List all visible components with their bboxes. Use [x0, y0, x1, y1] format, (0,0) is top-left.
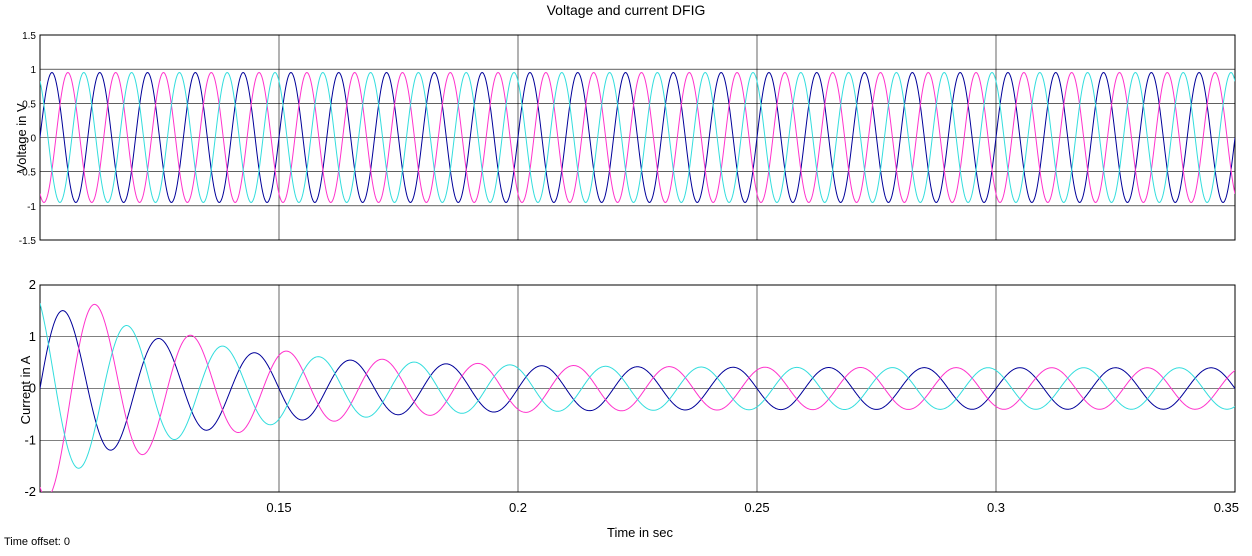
time-offset-readout: Time offset: 0 — [4, 536, 70, 548]
voltage-y-tick-label: 1 — [30, 65, 36, 76]
current-y-tick-label: 1 — [29, 329, 36, 344]
current-y-tick-label: 0 — [29, 381, 36, 396]
current-series-line-3 — [40, 303, 1235, 469]
voltage-series-line-2 — [40, 72, 1235, 203]
voltage-y-tick-label: 0 — [30, 134, 36, 145]
current-y-tick-label: -2 — [24, 484, 36, 499]
voltage-panel: -1.5 -1 -0.5 0 0.5 1 1.5 — [19, 31, 1236, 247]
x-axis-label: Time in sec — [607, 525, 673, 540]
voltage-y-tick-label: 0.5 — [22, 99, 36, 110]
current-x-tick-label: 0.3 — [987, 500, 1005, 515]
current-x-tick-label: 0.25 — [744, 500, 769, 515]
current-y-axis-label: Current in A — [18, 355, 33, 424]
voltage-y-axis-label: Voltage in V — [14, 103, 29, 173]
current-x-tick-label: 0.35 — [1214, 500, 1239, 515]
voltage-series-line-1 — [40, 72, 1235, 203]
chart-title: Voltage and current DFIG — [547, 2, 706, 18]
current-x-tick-label: 0.2 — [509, 500, 527, 515]
voltage-y-tick-label: -0.5 — [19, 168, 37, 179]
voltage-y-tick-label: -1.5 — [19, 236, 37, 247]
voltage-y-tick-label: -1 — [27, 202, 36, 213]
time-offset-label: Time offset: — [4, 536, 61, 548]
current-panel: -2 -1 0 1 2 0.15 0.2 0.25 0.3 0.35 — [24, 277, 1239, 515]
voltage-series-line-3 — [40, 72, 1235, 203]
current-y-tick-label: 2 — [29, 277, 36, 292]
time-offset-value: 0 — [63, 536, 71, 548]
voltage-y-tick-label: 1.5 — [22, 31, 36, 42]
current-y-tick-label: -1 — [24, 432, 36, 447]
current-x-tick-label: 0.15 — [266, 500, 291, 515]
